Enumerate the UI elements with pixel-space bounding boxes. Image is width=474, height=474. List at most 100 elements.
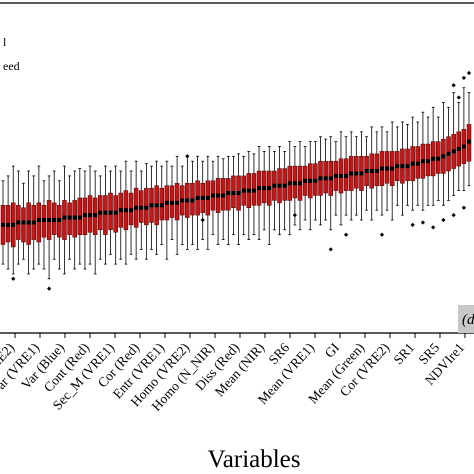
median-marker-41 [205, 195, 210, 200]
median-marker-63 [318, 176, 323, 181]
median-marker-68 [344, 173, 349, 178]
x-axis-ticks [14, 333, 466, 338]
box-52 [261, 150, 267, 231]
median-marker-59 [298, 181, 303, 186]
box-33 [164, 160, 170, 260]
box-25 [123, 160, 129, 265]
median-marker-26 [129, 208, 134, 213]
legend-entry-1: l [3, 35, 7, 49]
box-72 [364, 136, 369, 211]
box-12 [57, 180, 62, 270]
outlier-point [185, 154, 190, 159]
box-iqr [21, 207, 26, 243]
median-marker-6 [26, 220, 31, 225]
median-marker-87 [441, 154, 446, 159]
box-50 [251, 153, 257, 236]
median-marker-36 [180, 198, 185, 203]
box-5 [21, 182, 26, 260]
median-marker-60 [303, 178, 308, 183]
box-20 [98, 175, 103, 260]
box-91 [461, 75, 467, 210]
box-42 [210, 160, 216, 236]
box-10 [46, 175, 52, 291]
box-85 [430, 106, 436, 230]
box-70 [354, 136, 359, 216]
median-markers [1, 139, 471, 227]
box-59 [297, 141, 303, 231]
median-marker-78 [395, 164, 400, 169]
box-4 [16, 170, 21, 265]
box-38 [190, 160, 195, 245]
x-axis-tick-labels: VRE2)ar (VRE1)Var (Blue)Cont (Red)Sec_M … [0, 340, 467, 414]
outlier-point [200, 217, 205, 223]
median-marker-22 [108, 210, 113, 215]
box-68 [343, 136, 349, 237]
median-marker-14 [67, 215, 72, 220]
median-marker-11 [52, 218, 57, 222]
median-marker-92 [467, 139, 471, 144]
median-marker-9 [41, 218, 46, 222]
plot-frame [0, 2, 474, 334]
box-29 [144, 163, 149, 260]
box-iqr [103, 195, 108, 235]
median-marker-10 [47, 218, 52, 222]
median-marker-49 [246, 188, 251, 193]
box-44 [220, 158, 226, 241]
median-marker-20 [98, 210, 103, 215]
median-marker-28 [139, 205, 144, 210]
median-marker-38 [190, 198, 195, 203]
outlier-point [292, 212, 298, 218]
median-marker-16 [77, 215, 82, 220]
median-marker-32 [159, 203, 164, 208]
median-marker-62 [313, 178, 318, 183]
median-marker-29 [144, 205, 149, 210]
median-marker-64 [323, 176, 328, 181]
median-marker-82 [415, 161, 420, 166]
box-58 [292, 146, 298, 226]
median-marker-72 [364, 169, 369, 173]
box-77 [389, 121, 395, 221]
box-24 [118, 170, 124, 260]
box-41 [205, 155, 211, 250]
median-marker-17 [82, 213, 87, 218]
box-19 [92, 170, 98, 275]
median-marker-71 [359, 171, 364, 176]
median-marker-43 [216, 193, 221, 198]
box-30 [149, 165, 154, 250]
box-48 [241, 155, 246, 236]
median-marker-56 [282, 183, 287, 188]
outlier-point [379, 232, 385, 237]
box-60 [302, 146, 308, 221]
median-marker-66 [333, 173, 338, 178]
median-marker-88 [446, 151, 451, 156]
box-81 [410, 116, 415, 228]
median-marker-51 [257, 186, 262, 191]
median-marker-48 [241, 188, 246, 193]
outlier-point [46, 286, 52, 291]
box-9 [41, 180, 47, 270]
box-11 [51, 170, 57, 260]
median-marker-18 [88, 213, 93, 218]
median-marker-24 [118, 208, 123, 213]
box-26 [128, 170, 134, 255]
median-marker-19 [93, 213, 98, 218]
box-40 [200, 160, 205, 241]
median-marker-83 [420, 159, 425, 164]
median-marker-86 [436, 156, 441, 161]
median-marker-74 [374, 169, 379, 173]
panel-label-box: (d [458, 305, 474, 333]
median-marker-52 [262, 186, 267, 191]
outlier-point [466, 70, 472, 76]
median-marker-45 [226, 191, 231, 196]
median-marker-73 [369, 169, 374, 173]
box-28 [139, 170, 144, 250]
outlier-point [420, 220, 426, 225]
panel-label: (d [462, 312, 474, 328]
box-57 [287, 141, 293, 236]
box-51 [256, 146, 262, 241]
median-marker-76 [385, 166, 390, 171]
x-tick-label: SR1 [391, 340, 418, 367]
median-marker-47 [236, 191, 241, 196]
outlier-point [328, 247, 333, 252]
box-73 [369, 126, 374, 221]
